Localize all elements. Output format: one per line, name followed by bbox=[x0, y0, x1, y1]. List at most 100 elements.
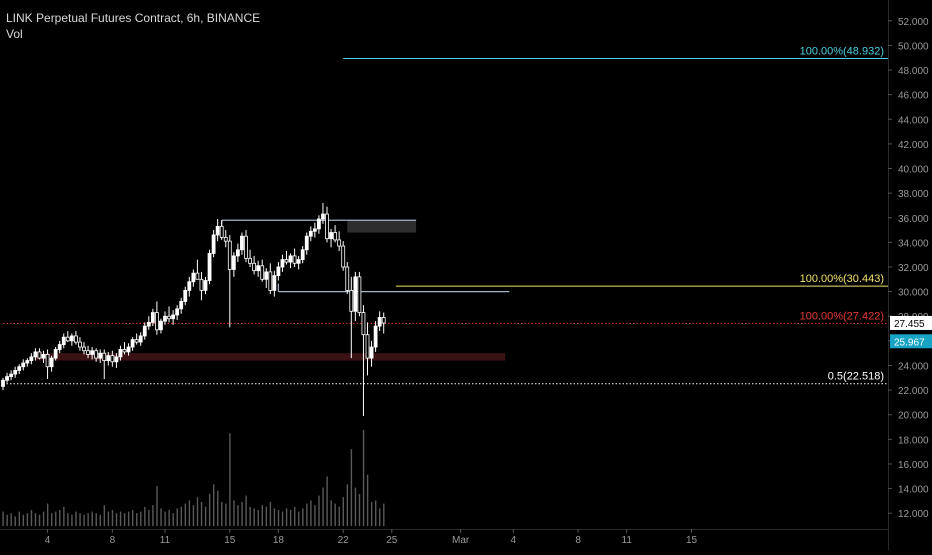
time-tick-label: 8 bbox=[110, 535, 116, 546]
volume-bar bbox=[350, 449, 353, 526]
volume-bar bbox=[67, 513, 69, 526]
volume-bar bbox=[362, 430, 365, 526]
volume-layer bbox=[2, 430, 385, 526]
volume-bar bbox=[172, 513, 174, 526]
candle-down bbox=[252, 262, 257, 272]
time-tick-label: 15 bbox=[686, 535, 698, 546]
volume-bar bbox=[42, 511, 45, 526]
candle-up bbox=[142, 325, 147, 337]
candle-down bbox=[82, 346, 86, 352]
price-tick-label: 46.000 bbox=[898, 91, 929, 102]
candle-down bbox=[333, 232, 338, 241]
candle-down bbox=[110, 355, 115, 363]
candle-up bbox=[69, 335, 74, 342]
volume-bar bbox=[176, 508, 178, 526]
volume-bar bbox=[71, 514, 73, 526]
volume-bar bbox=[55, 511, 57, 526]
volume-bar bbox=[123, 513, 126, 526]
price-tick-label: 22.000 bbox=[898, 386, 929, 397]
candle-up bbox=[1, 379, 5, 387]
last-price-label: 27.455 bbox=[894, 319, 925, 330]
candle-up bbox=[53, 349, 58, 359]
candle-up bbox=[211, 234, 216, 254]
time-tick-label: 11 bbox=[622, 535, 633, 546]
candle-down bbox=[244, 235, 248, 259]
candle-down bbox=[349, 289, 354, 312]
price-tick-label: 20.000 bbox=[898, 411, 929, 422]
volume-bar bbox=[285, 508, 288, 526]
volume-bar bbox=[294, 506, 296, 526]
candle-up bbox=[215, 225, 220, 236]
volume-bar bbox=[318, 495, 320, 526]
volume-bar bbox=[229, 433, 231, 526]
candle-up bbox=[98, 352, 103, 359]
candle-up bbox=[159, 320, 163, 331]
candle-down bbox=[357, 276, 362, 313]
symbol-title[interactable]: LINK Perpetual Futures Contract, 6h, BIN… bbox=[6, 11, 261, 25]
volume-bar bbox=[59, 510, 61, 526]
candle-up bbox=[353, 276, 358, 312]
volume-bar bbox=[217, 490, 219, 526]
candle-up bbox=[280, 259, 285, 268]
volume-bar bbox=[383, 503, 385, 526]
volume-bar bbox=[273, 508, 276, 526]
volume-bar bbox=[95, 513, 97, 526]
candle-up bbox=[171, 314, 176, 320]
candle-up bbox=[90, 350, 94, 355]
volume-bar bbox=[241, 502, 243, 526]
time-tick-label: 15 bbox=[224, 535, 236, 546]
candle-up bbox=[163, 315, 167, 322]
candle-up bbox=[321, 213, 325, 220]
candle-up bbox=[183, 289, 188, 302]
time-axis: 4 8 11 15 18 22 25 Mar 4 8 11 15 bbox=[0, 529, 888, 546]
candle-up bbox=[369, 346, 374, 359]
volume-bar bbox=[34, 513, 37, 526]
time-tick-label: 18 bbox=[273, 535, 285, 546]
volume-indicator-label[interactable]: Vol bbox=[6, 27, 23, 41]
volume-bar bbox=[83, 514, 85, 526]
candle-up bbox=[150, 312, 155, 323]
candle-up bbox=[316, 218, 321, 230]
candle-down bbox=[345, 266, 350, 291]
volume-bar bbox=[379, 508, 381, 526]
price-tick-label: 50.000 bbox=[898, 41, 929, 52]
price-tick-label: 14.000 bbox=[898, 485, 929, 496]
volume-bar bbox=[30, 510, 33, 526]
volume-bar bbox=[136, 513, 138, 526]
chart-legend: LINK Perpetual Futures Contract, 6h, BIN… bbox=[6, 10, 260, 42]
price-tick-label: 18.000 bbox=[898, 435, 929, 446]
candle-down bbox=[74, 335, 78, 343]
price-tick-label: 32.000 bbox=[898, 263, 929, 274]
volume-bar bbox=[140, 511, 142, 526]
volume-bar bbox=[326, 476, 328, 526]
volume-bar bbox=[196, 497, 199, 526]
volume-bar bbox=[298, 511, 300, 526]
volume-bar bbox=[249, 506, 251, 526]
candle-up bbox=[138, 335, 143, 343]
levels-layer bbox=[3, 58, 888, 385]
volume-bar bbox=[10, 513, 12, 526]
candle-up bbox=[207, 253, 212, 281]
price-axis: 12.000 14.000 16.000 18.000 20.000 22.000 24.0… bbox=[888, 0, 932, 550]
candle-up bbox=[256, 265, 261, 272]
candle-up bbox=[300, 249, 305, 261]
volume-bar bbox=[310, 500, 312, 526]
last-price-badge bbox=[890, 315, 932, 330]
candle-down bbox=[223, 237, 228, 242]
price-tick-label: 30.000 bbox=[898, 288, 929, 299]
volume-bar bbox=[148, 510, 150, 526]
volume-bar bbox=[370, 502, 373, 526]
volume-bar bbox=[14, 516, 16, 526]
candle-down bbox=[325, 213, 329, 240]
volume-bar bbox=[204, 506, 207, 526]
candle-down bbox=[284, 259, 289, 263]
volume-bar bbox=[233, 500, 235, 526]
candle-down bbox=[195, 272, 200, 280]
price-tick-label: 40.000 bbox=[898, 165, 929, 176]
candle-up bbox=[288, 255, 293, 263]
volume-bar bbox=[277, 510, 280, 526]
candle-up bbox=[13, 370, 18, 375]
volume-bar bbox=[346, 484, 349, 526]
